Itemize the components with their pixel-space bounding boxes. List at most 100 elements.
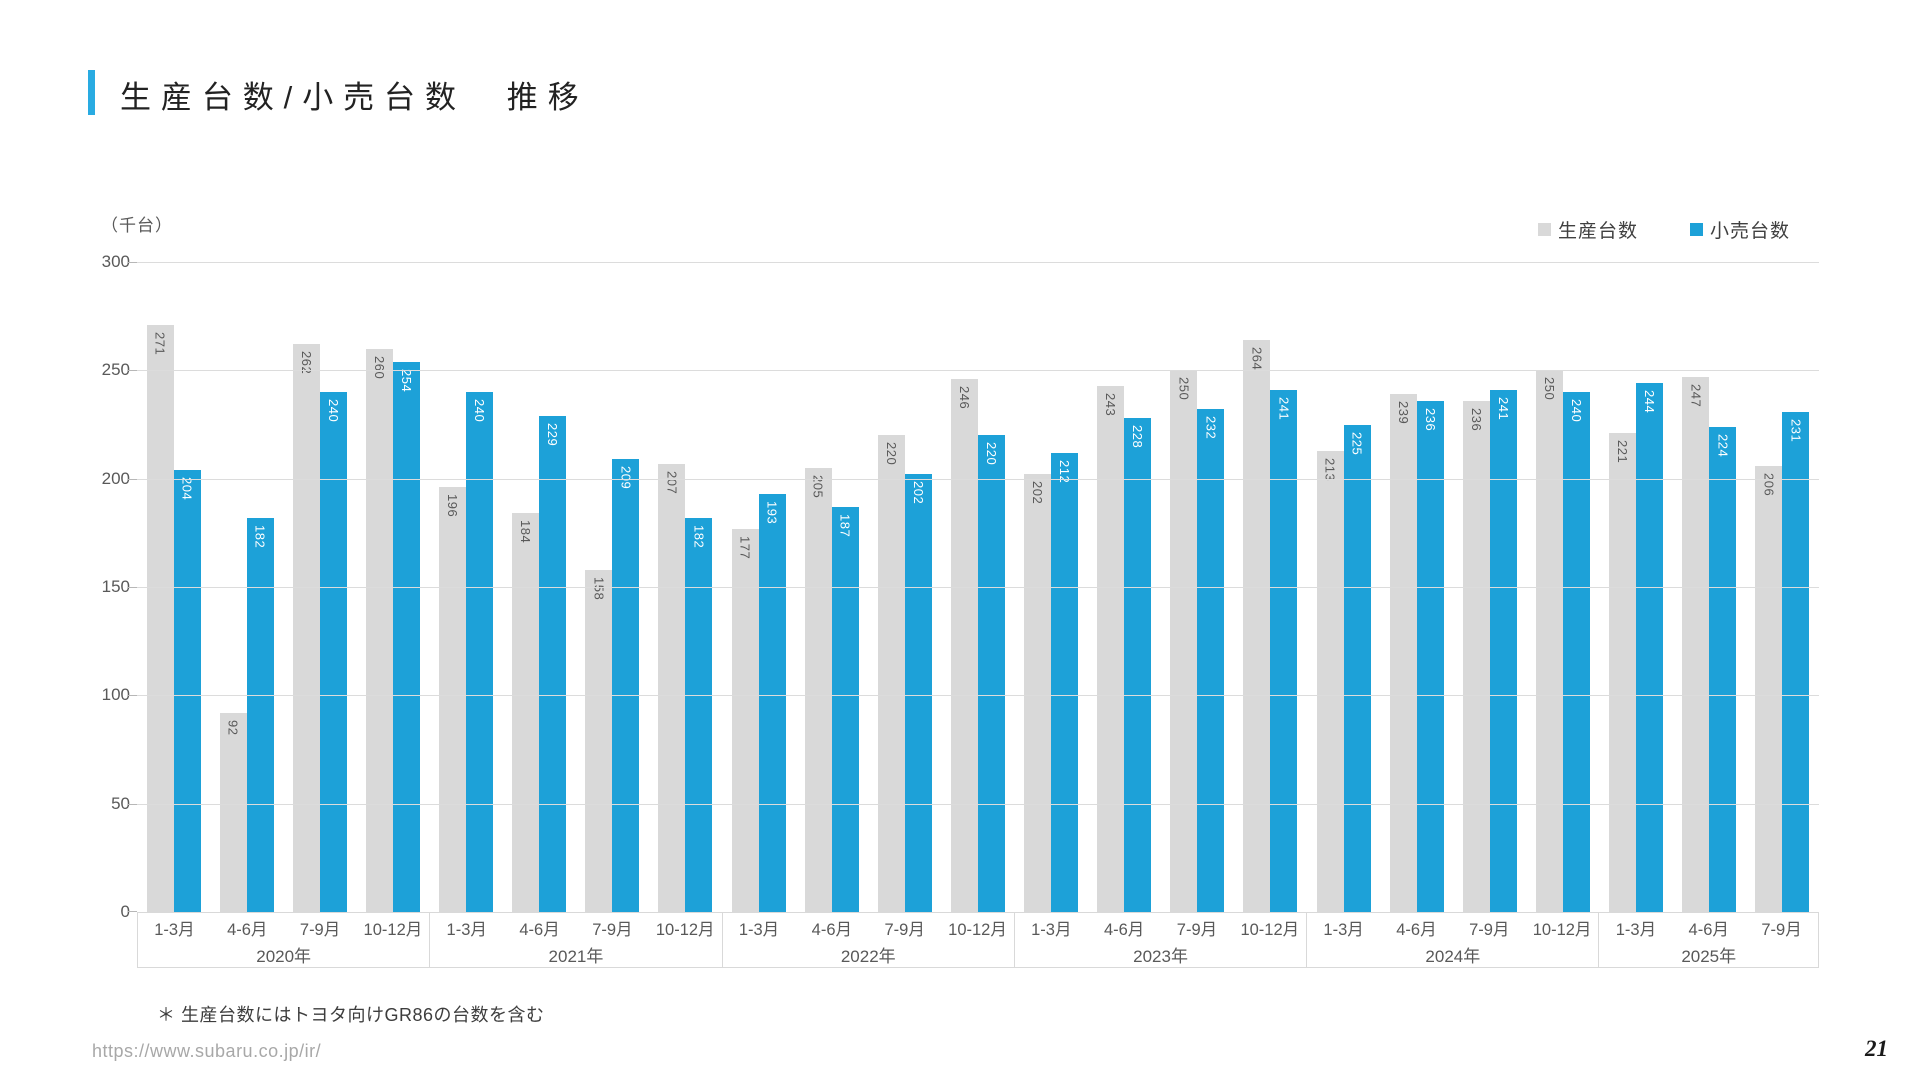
gridline bbox=[137, 695, 1819, 697]
retail-legend-swatch-icon bbox=[1689, 223, 1703, 236]
quarter-slot: 250 232 bbox=[1161, 262, 1234, 912]
retail-bar: 225 bbox=[1343, 424, 1371, 912]
quarter-label-row: 1-3月 4-6月 7-9月 10-12月 bbox=[138, 913, 429, 942]
quarter-label: 4-6月 bbox=[811, 920, 853, 939]
year-label: 2022年 bbox=[840, 947, 896, 966]
production-bar: 264 bbox=[1243, 340, 1271, 912]
retail-bar: 240 bbox=[1563, 392, 1590, 912]
production-bar-value-label: 250 bbox=[1176, 377, 1192, 401]
y-axis-tick bbox=[128, 803, 137, 805]
quarter-label: 10-12月 bbox=[363, 920, 423, 939]
title-accent-bar bbox=[88, 70, 95, 115]
x-axis: 1-3月 4-6月 7-9月 10-12月 2020年 1-3月 4-6月 7-9月 10-12… bbox=[137, 912, 1819, 968]
quarter-slot: 213 225 bbox=[1307, 262, 1380, 912]
quarter-label: 7-9月 bbox=[1761, 920, 1802, 939]
y-axis-labels: 0 50 100 150 200 250 300 bbox=[85, 252, 130, 921]
production-bar-value-label: 264 bbox=[1249, 347, 1265, 371]
quarter-slot: 247 224 bbox=[1673, 262, 1746, 912]
year-label: 2023年 bbox=[1133, 947, 1188, 966]
year-label: 2024年 bbox=[1425, 947, 1481, 966]
quarter-label: 10-12月 bbox=[655, 920, 715, 939]
production-bar-value-label: 213 bbox=[1322, 457, 1338, 481]
bar-pair: 271 204 bbox=[146, 324, 201, 912]
gridline bbox=[137, 370, 1819, 372]
quarter-label: 4-6月 bbox=[1688, 920, 1729, 939]
production-bar: 247 bbox=[1682, 376, 1710, 912]
year-label-row: 2021年 bbox=[430, 942, 721, 967]
year-group-2021年: 196 240 184 229 158 209 207 182 bbox=[430, 262, 723, 912]
bar-pair: 158 209 bbox=[585, 459, 640, 912]
quarter-label: 7-9月 bbox=[884, 920, 925, 939]
production-bar-value-label: 206 bbox=[1761, 472, 1777, 496]
production-bar-value-label: 271 bbox=[152, 331, 168, 356]
year-group-2023年: 202 212 243 228 250 232 264 241 bbox=[1015, 262, 1308, 912]
quarter-label: 7-9月 bbox=[1469, 920, 1510, 939]
bar-pair: 260 254 bbox=[365, 348, 420, 912]
production-bar-value-label: 246 bbox=[956, 386, 972, 410]
retail-bar: 212 bbox=[1051, 452, 1079, 912]
quarter-label: 7-9月 bbox=[1176, 920, 1218, 939]
retail-bar: 241 bbox=[1270, 389, 1298, 912]
retail-bar: 241 bbox=[1489, 389, 1517, 912]
quarter-label: 10-12月 bbox=[948, 920, 1007, 939]
retail-bar: 182 bbox=[685, 517, 713, 912]
y-tick-label: 150 bbox=[101, 577, 130, 596]
year-label-row: 2025年 bbox=[1599, 942, 1817, 967]
y-axis-unit-label: （千台） bbox=[101, 216, 173, 235]
retail-bar-value-label: 254 bbox=[398, 368, 414, 392]
year-label: 2025年 bbox=[1681, 947, 1737, 966]
y-tick-label: 250 bbox=[101, 360, 130, 380]
production-bar-value-label: 196 bbox=[445, 494, 461, 518]
x-axis-group-2023年: 1-3月 4-6月 7-9月 10-12月 2023年 bbox=[1013, 913, 1306, 967]
production-bar: 177 bbox=[731, 528, 759, 912]
source-url: https://www.subaru.co.jp/ir/ bbox=[92, 1041, 322, 1061]
quarter-label: 7-9月 bbox=[299, 920, 341, 939]
retail-bar-value-label: 229 bbox=[545, 422, 561, 447]
bar-pair: 207 182 bbox=[658, 463, 713, 912]
quarter-label-row: 1-3月 4-6月 7-9月 10-12月 bbox=[1307, 913, 1598, 942]
retail-bar-value-label: 209 bbox=[618, 466, 633, 489]
retail-bar-value-label: 204 bbox=[179, 477, 195, 501]
year-label-row: 2020年 bbox=[138, 942, 429, 967]
production-bar: 92 bbox=[219, 712, 247, 912]
year-group-2024年: 213 225 239 236 236 241 250 240 bbox=[1307, 262, 1600, 912]
retail-bar-value-label: 202 bbox=[910, 481, 926, 505]
retail-bar-value-label: 240 bbox=[1569, 399, 1584, 423]
quarter-label-row: 1-3月 4-6月 7-9月 bbox=[1599, 913, 1817, 942]
production-bar-value-label: 158 bbox=[591, 576, 607, 600]
quarter-slot: 92 182 bbox=[210, 262, 283, 912]
bar-pair: 196 240 bbox=[439, 392, 494, 912]
bar-pair: 246 220 bbox=[950, 379, 1005, 912]
production-bar-value-label: 177 bbox=[737, 535, 753, 559]
retail-bar: 229 bbox=[539, 415, 567, 912]
retail-bar: 254 bbox=[392, 361, 420, 912]
quarter-slot: 196 240 bbox=[430, 262, 503, 912]
retail-bar: 232 bbox=[1197, 409, 1225, 912]
retail-bar-value-label: 241 bbox=[1495, 396, 1511, 421]
retail-bar-value-label: 224 bbox=[1715, 433, 1731, 457]
production-bar-value-label: 92 bbox=[225, 719, 241, 736]
production-bar-value-label: 236 bbox=[1468, 407, 1484, 431]
quarter-slot: 243 228 bbox=[1088, 262, 1161, 912]
production-bar: 243 bbox=[1097, 385, 1125, 912]
quarter-label: 1-3月 bbox=[446, 920, 487, 939]
retail-bar-value-label: 240 bbox=[472, 399, 488, 423]
production-bar: 205 bbox=[804, 467, 832, 912]
quarter-slot: 221 244 bbox=[1600, 262, 1673, 912]
footnote: ＊ 生産台数にはトヨタ向けGR86の台数を含む bbox=[157, 1005, 545, 1025]
y-tick-label: 200 bbox=[101, 468, 130, 488]
quarter-slot: 205 187 bbox=[795, 262, 868, 912]
quarter-label-row: 1-3月 4-6月 7-9月 10-12月 bbox=[1015, 913, 1306, 942]
retail-bar: 182 bbox=[246, 517, 274, 912]
bar-pair: 262 240 bbox=[292, 344, 347, 912]
production-bar: 239 bbox=[1389, 394, 1417, 912]
year-label: 2021年 bbox=[548, 947, 604, 966]
quarter-label: 4-6月 bbox=[227, 920, 268, 939]
retail-bar: 193 bbox=[758, 493, 786, 912]
year-label-row: 2023年 bbox=[1015, 942, 1306, 967]
quarter-label: 1-3月 bbox=[1615, 920, 1657, 939]
production-bar-value-label: 243 bbox=[1103, 392, 1119, 416]
bar-pair: 236 241 bbox=[1462, 389, 1517, 912]
x-axis-group-2020年: 1-3月 4-6月 7-9月 10-12月 2020年 bbox=[137, 913, 429, 967]
quarter-slot: 202 212 bbox=[1015, 262, 1088, 912]
